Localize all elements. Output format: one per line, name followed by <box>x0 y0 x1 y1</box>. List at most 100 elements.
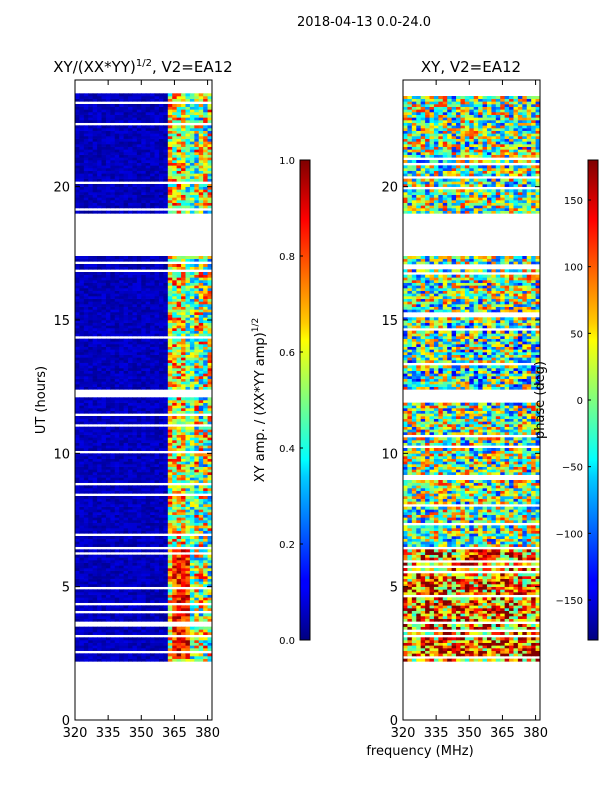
heatmap-cell <box>92 157 98 161</box>
heatmap-cell <box>132 605 138 609</box>
heatmap-cell <box>123 637 129 641</box>
heatmap-cell <box>207 133 212 137</box>
heatmap-cell <box>194 352 200 355</box>
heatmap-cell <box>141 357 147 361</box>
heatmap-cell <box>185 178 191 182</box>
heatmap-cell <box>163 397 169 401</box>
heatmap-cell <box>83 472 89 475</box>
heatmap-cell <box>145 184 151 187</box>
heatmap-cell <box>172 402 178 406</box>
heatmap-cell <box>88 349 94 353</box>
heatmap-cell <box>79 192 85 195</box>
heatmap-cell <box>83 266 89 270</box>
heatmap-cell <box>128 421 134 425</box>
heatmap-cell <box>79 152 85 155</box>
heatmap-cell <box>172 314 178 318</box>
heatmap-cell <box>101 472 107 475</box>
heatmap-cell <box>181 149 187 153</box>
heatmap-cell <box>123 576 129 579</box>
heatmap-cell <box>167 386 173 390</box>
heatmap-cell <box>105 592 111 595</box>
heatmap-cell <box>79 506 85 510</box>
heatmap-cell <box>110 608 116 611</box>
heatmap-cell <box>101 328 107 331</box>
heatmap-cell <box>101 656 107 659</box>
heatmap-cell <box>189 474 195 478</box>
heatmap-cell <box>194 354 200 358</box>
heatmap-cell <box>92 632 98 635</box>
heatmap-cell <box>207 197 212 201</box>
heatmap-cell <box>119 402 125 406</box>
heatmap-cell <box>185 418 191 422</box>
heatmap-cell <box>150 472 156 475</box>
heatmap-cell <box>176 501 182 505</box>
heatmap-cell <box>92 410 98 414</box>
heatmap-cell <box>203 354 209 358</box>
heatmap-cell <box>189 541 195 545</box>
heatmap-cell <box>150 266 156 270</box>
heatmap-cell <box>176 453 182 457</box>
heatmap-cell <box>101 344 107 347</box>
heatmap-cell <box>158 442 164 446</box>
heatmap-cell <box>203 429 209 433</box>
heatmap-cell <box>203 400 209 403</box>
heatmap-cell <box>105 594 111 598</box>
heatmap-cell <box>97 192 103 195</box>
heatmap-cell <box>119 304 125 307</box>
heatmap-cell <box>194 197 200 201</box>
heatmap-cell <box>150 306 156 310</box>
heatmap-cell <box>101 288 107 291</box>
heatmap-cell <box>79 554 85 558</box>
heatmap-cell <box>185 362 191 366</box>
heatmap-cell <box>141 538 147 542</box>
heatmap-cell <box>128 538 134 542</box>
heatmap-cell <box>207 496 212 499</box>
heatmap-cell <box>189 184 195 187</box>
heatmap-cell <box>132 656 138 659</box>
heatmap-cell <box>150 530 156 534</box>
heatmap-cell <box>114 642 120 646</box>
heatmap-cell <box>110 373 116 377</box>
heatmap-cell <box>75 400 81 403</box>
heatmap-cell <box>189 514 195 518</box>
heatmap-cell <box>75 136 81 139</box>
heatmap-cell <box>198 653 204 657</box>
heatmap-cell <box>154 333 160 337</box>
heatmap-cell <box>176 410 182 414</box>
heatmap-cell <box>114 480 120 483</box>
heatmap-cell <box>136 333 142 337</box>
heatmap-cell <box>150 373 156 377</box>
heatmap-cell <box>163 210 169 214</box>
heatmap-cell <box>128 202 134 206</box>
heatmap-cell <box>203 272 209 275</box>
heatmap-cell <box>83 538 89 542</box>
heatmap-cell <box>198 562 204 566</box>
heatmap-cell <box>105 538 111 542</box>
heatmap-cell <box>158 480 164 483</box>
heatmap-cell <box>83 128 89 131</box>
heatmap-cell <box>203 589 209 593</box>
heatmap-cell <box>128 144 134 147</box>
heatmap-cell <box>194 477 200 481</box>
heatmap-cell <box>88 442 94 446</box>
heatmap-cell <box>83 578 89 582</box>
heatmap-cell <box>185 501 191 505</box>
heatmap-cell <box>176 360 182 363</box>
heatmap-cell <box>150 186 156 190</box>
heatmap-cell <box>141 384 147 387</box>
heatmap-cell <box>110 362 116 366</box>
heatmap-cell <box>194 200 200 203</box>
heatmap-cell <box>119 472 125 475</box>
heatmap-cell <box>158 202 164 206</box>
heatmap-cell <box>158 632 164 635</box>
heatmap-cell <box>172 490 178 494</box>
heatmap-cell <box>75 616 81 619</box>
heatmap-cell <box>176 333 182 337</box>
heatmap-cell <box>189 464 195 467</box>
heatmap-cell <box>198 293 204 297</box>
heatmap-cell <box>150 549 156 553</box>
heatmap-cell <box>203 192 209 195</box>
heatmap-cell <box>75 357 81 361</box>
heatmap-cell <box>128 472 134 475</box>
heatmap-cell <box>185 562 191 566</box>
